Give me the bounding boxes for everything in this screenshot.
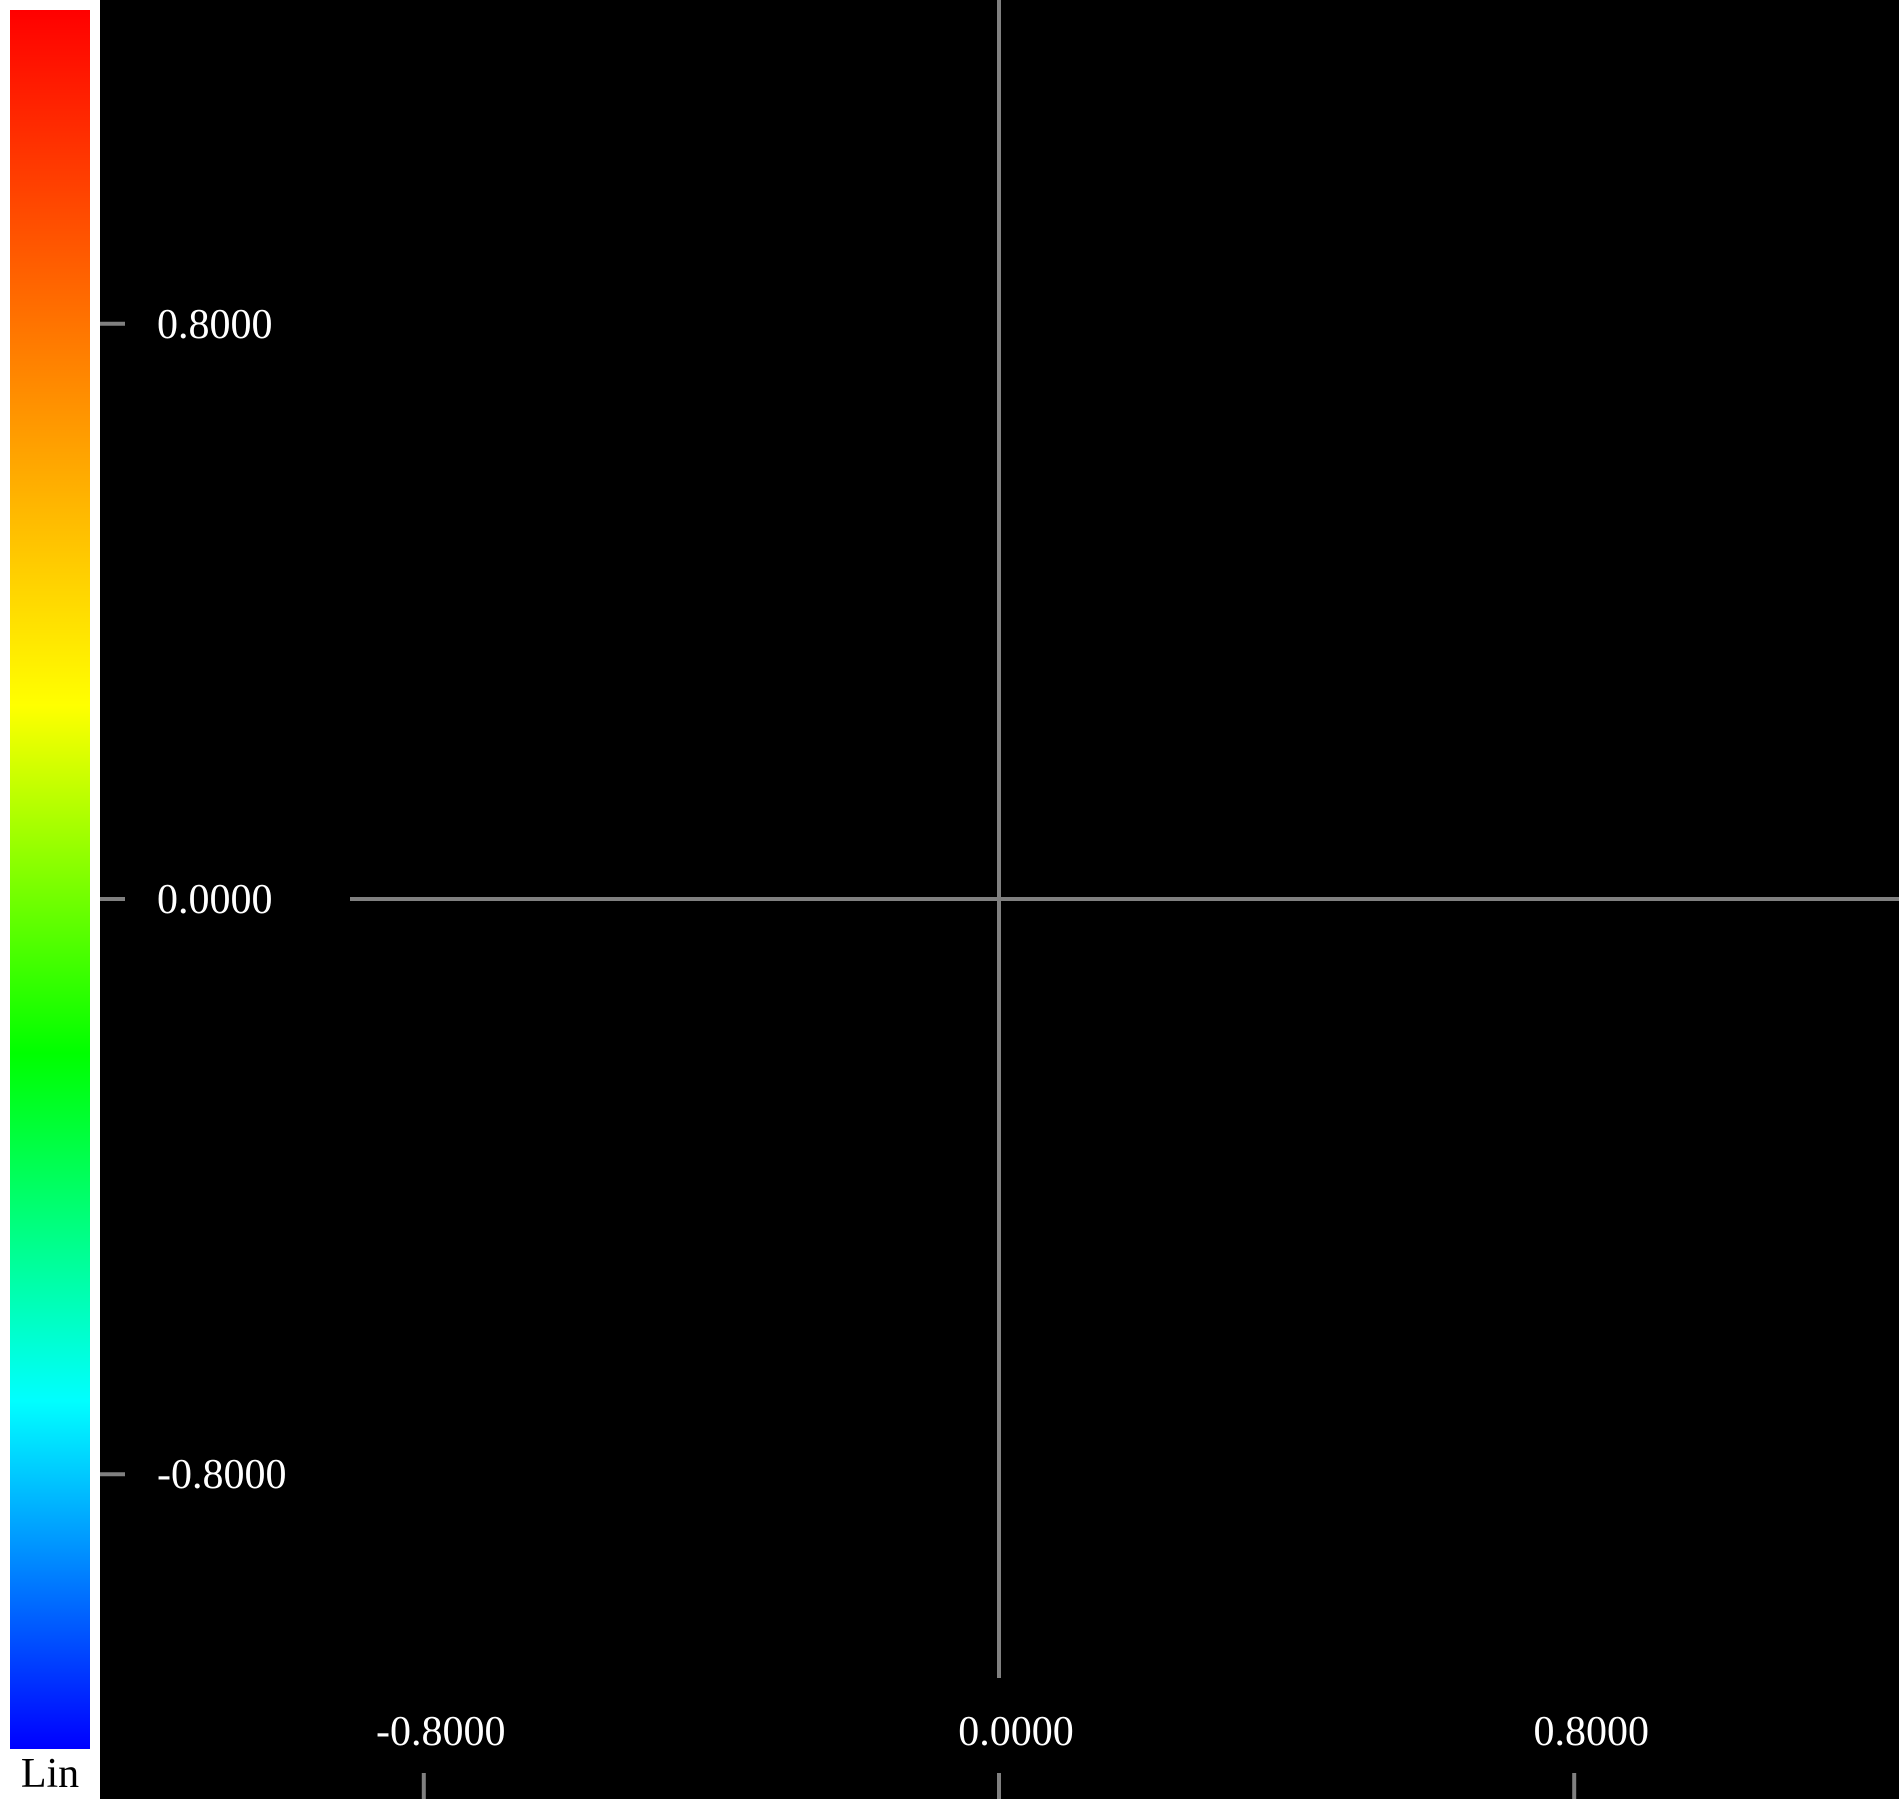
plot-canvas[interactable]: -0.8000 0.0000 0.8000 0.8000 0.0000 -0.8000 bbox=[100, 0, 1899, 1799]
x-tick-label: 0.0000 bbox=[958, 1709, 1074, 1755]
y-tick-label: 0.8000 bbox=[157, 302, 273, 348]
y-tick-label: 0.0000 bbox=[157, 877, 273, 923]
colormap-colorbar bbox=[10, 10, 90, 1749]
y-tick-label: -0.8000 bbox=[157, 1452, 287, 1498]
scale-type-label: Lin bbox=[20, 1751, 80, 1797]
plot-viewport[interactable]: -0.8000 0.0000 0.8000 0.8000 0.0000 -0.8000 bbox=[100, 0, 1899, 1799]
x-tick-label: 0.8000 bbox=[1533, 1709, 1649, 1755]
x-tick-label: -0.8000 bbox=[376, 1709, 506, 1755]
